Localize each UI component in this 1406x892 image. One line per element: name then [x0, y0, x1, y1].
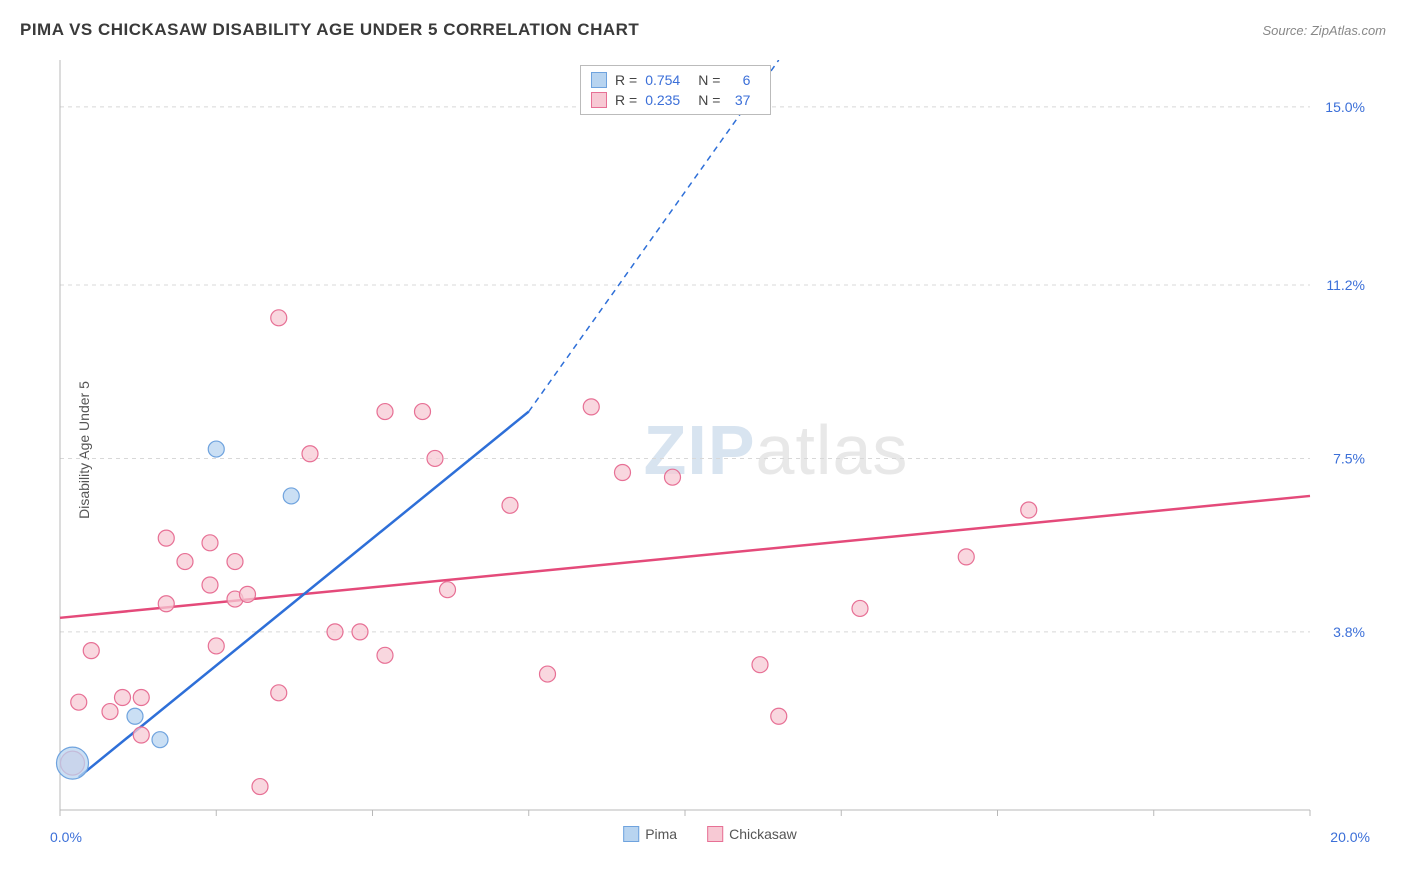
svg-text:11.2%: 11.2%: [1326, 277, 1365, 293]
stats-row-pima: R = 0.754 N = 6: [591, 70, 760, 90]
x-axis-min-label: 0.0%: [50, 829, 82, 845]
legend-label-chickasaw: Chickasaw: [729, 826, 797, 842]
swatch-chickasaw: [591, 92, 607, 108]
chart-header: PIMA VS CHICKASAW DISABILITY AGE UNDER 5…: [20, 20, 1386, 40]
stat-r-pima: 0.754: [645, 72, 680, 88]
chart-source: Source: ZipAtlas.com: [1262, 23, 1386, 38]
svg-text:15.0%: 15.0%: [1325, 99, 1365, 115]
chart-area: Disability Age Under 5 ZIPatlas 3.8%7.5%…: [50, 60, 1370, 840]
stat-n-label: N =: [698, 92, 720, 108]
chart-title: PIMA VS CHICKASAW DISABILITY AGE UNDER 5…: [20, 20, 639, 40]
stat-n-chickasaw: 37: [728, 92, 750, 108]
stats-box: R = 0.754 N = 6 R = 0.235 N = 37: [580, 65, 771, 115]
legend-swatch-chickasaw: [707, 826, 723, 842]
stat-n-pima: 6: [728, 72, 750, 88]
legend-item-pima: Pima: [623, 826, 677, 842]
stats-row-chickasaw: R = 0.235 N = 37: [591, 90, 760, 110]
legend-item-chickasaw: Chickasaw: [707, 826, 797, 842]
svg-text:7.5%: 7.5%: [1333, 450, 1365, 466]
stat-r-chickasaw: 0.235: [645, 92, 680, 108]
bottom-legend: Pima Chickasaw: [623, 826, 797, 842]
x-axis-max-label: 20.0%: [1330, 829, 1370, 845]
stat-r-label: R =: [615, 92, 637, 108]
chart-svg: 3.8% 7.5% 11.2% 15.0%: [50, 60, 1370, 840]
swatch-pima: [591, 72, 607, 88]
svg-text:3.8%: 3.8%: [1333, 624, 1365, 640]
stat-n-label: N =: [698, 72, 720, 88]
legend-swatch-pima: [623, 826, 639, 842]
legend-label-pima: Pima: [645, 826, 677, 842]
stat-r-label: R =: [615, 72, 637, 88]
